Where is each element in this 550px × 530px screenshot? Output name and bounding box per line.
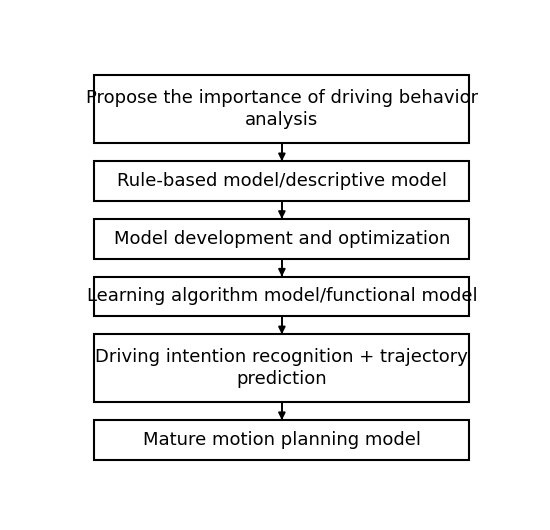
FancyBboxPatch shape bbox=[95, 161, 469, 201]
Text: Rule-based model/descriptive model: Rule-based model/descriptive model bbox=[117, 172, 447, 190]
FancyBboxPatch shape bbox=[95, 219, 469, 259]
Text: Learning algorithm model/functional model: Learning algorithm model/functional mode… bbox=[86, 287, 477, 305]
FancyBboxPatch shape bbox=[95, 75, 469, 143]
Text: Driving intention recognition + trajectory
prediction: Driving intention recognition + trajecto… bbox=[96, 348, 468, 388]
FancyBboxPatch shape bbox=[95, 277, 469, 316]
Text: Model development and optimization: Model development and optimization bbox=[114, 230, 450, 248]
Text: Propose the importance of driving behavior
analysis: Propose the importance of driving behavi… bbox=[86, 89, 478, 129]
FancyBboxPatch shape bbox=[95, 420, 469, 460]
Text: Mature motion planning model: Mature motion planning model bbox=[143, 431, 421, 449]
FancyBboxPatch shape bbox=[95, 334, 469, 402]
